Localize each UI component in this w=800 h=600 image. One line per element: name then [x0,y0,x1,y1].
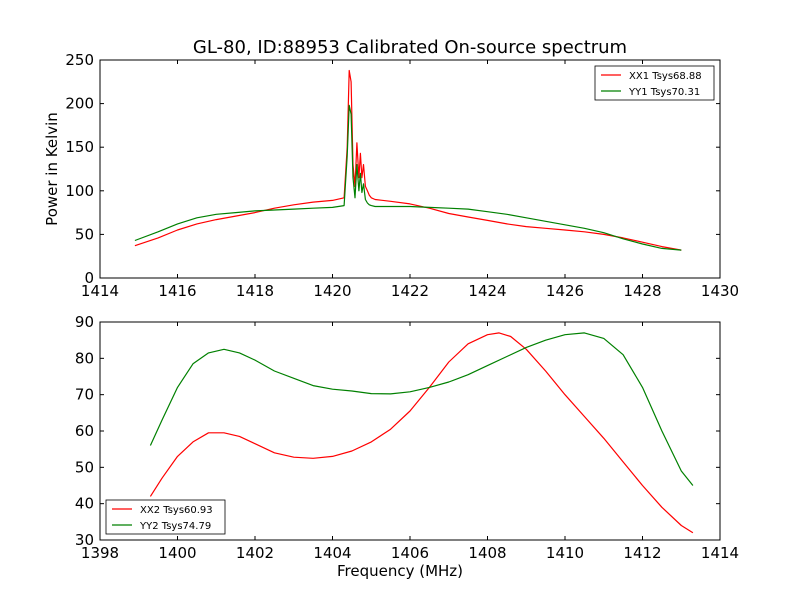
legend: XX2 Tsys60.93 YY2 Tsys74.79 [105,499,226,535]
legend: XX1 Tsys68.88 YY1 Tsys70.31 [594,65,715,101]
series-line-1-2 [134,104,682,251]
legend-entry: YY1 Tsys70.31 [628,87,700,98]
x-tick-label: 1406 [391,544,429,562]
y-tick-label: 250 [65,51,94,69]
x-tick-label: 1414 [701,544,739,562]
x-tick-label: 1426 [546,282,584,300]
x-tick-label: 1424 [468,282,506,300]
series-line-1-1 [134,69,682,251]
y-axis-label: Power in Kelvin [43,112,61,226]
x-tick-label: 1418 [236,282,274,300]
x-tick-label: 1430 [701,282,739,300]
x-tick-label: 1410 [546,544,584,562]
x-tick-label: 1416 [158,282,196,300]
legend-entry: XX2 Tsys60.93 [140,505,213,516]
y-tick-label: 100 [65,182,94,200]
chart-title: GL-80, ID:88953 Calibrated On-source spe… [193,37,627,58]
y-tick-label: 0 [84,269,94,287]
x-tick-label: 1412 [623,544,661,562]
y-tick-label: 40 [75,495,94,513]
series-line-2-1 [149,332,694,534]
legend-box [105,499,226,535]
y-tick-label: 50 [75,458,94,476]
chart-panel-2: 1398 1400 1402 1404 1406 1408 1410 1412 1414 30 40… [75,313,739,580]
legend-box [594,65,715,101]
y-tick-label: 30 [75,531,94,549]
y-tick-label: 60 [75,422,94,440]
series-line-2-2 [149,332,694,486]
x-tick-label: 1422 [391,282,429,300]
chart-panel-1: 1414 1416 1418 1420 1422 1424 1426 1428 1430 0 50 1… [43,51,739,300]
y-tick-label: 70 [75,386,94,404]
x-tick-label: 1398 [81,544,119,562]
y-tick-label: 80 [75,349,94,367]
y-tick-label: 200 [65,95,94,113]
x-tick-label: 1404 [313,544,351,562]
x-axis-label: Frequency (MHz) [337,562,463,580]
y-tick-label: 50 [75,225,94,243]
x-tick-label: 1402 [236,544,274,562]
x-tick-label: 1400 [158,544,196,562]
x-tick-label: 1408 [468,544,506,562]
legend-entry: XX1 Tsys68.88 [629,71,702,82]
x-tick-label: 1428 [623,282,661,300]
x-tick-label: 1420 [313,282,351,300]
y-tick-label: 90 [75,313,94,331]
y-tick-label: 150 [65,138,94,156]
x-tick-label: 1414 [81,282,119,300]
legend-entry: YY2 Tsys74.79 [139,521,211,532]
